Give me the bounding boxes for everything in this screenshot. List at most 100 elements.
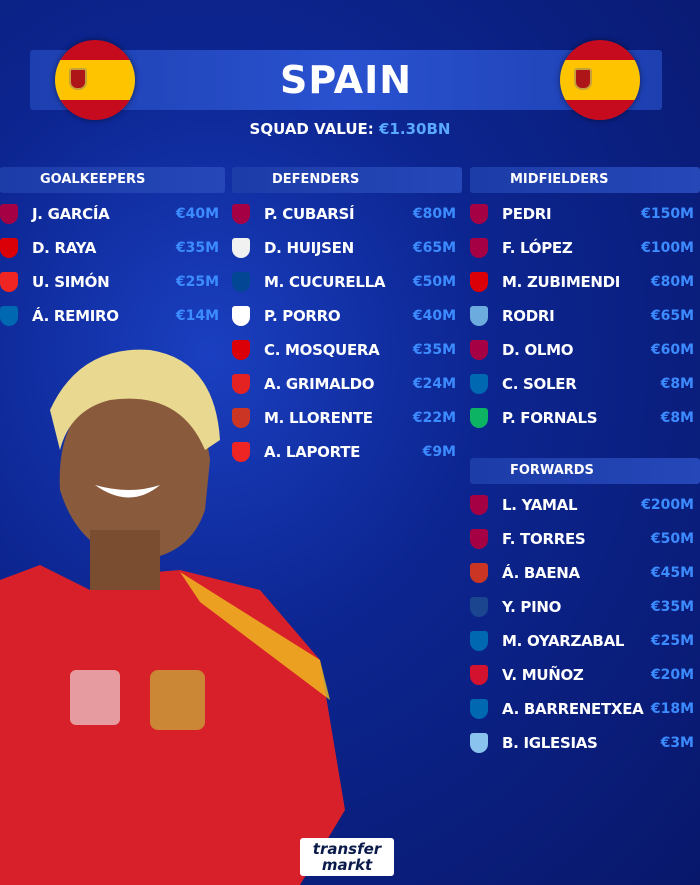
arsenal-crest-icon: [470, 272, 488, 292]
player-value: €60M: [650, 342, 694, 358]
celta-crest-icon: [470, 733, 488, 753]
player-name: L. YAMAL: [502, 496, 578, 514]
player-name: P. FORNALS: [502, 409, 598, 427]
player-row: P. FORNALS €8M: [470, 401, 700, 435]
player-name: U. SIMÓN: [32, 273, 110, 291]
player-name: C. SOLER: [502, 375, 577, 393]
player-value: €50M: [650, 531, 694, 547]
player-value: €40M: [175, 206, 219, 222]
arsenal-crest-icon: [0, 238, 18, 258]
player-name: A. GRIMALDO: [264, 375, 375, 393]
player-name: M. LLORENTE: [264, 409, 373, 427]
player-name: A. BARRENETXEA: [502, 700, 644, 718]
realsociedad-crest-icon: [470, 631, 488, 651]
player-name: F. TORRES: [502, 530, 586, 548]
player-row: RODRI €65M: [470, 299, 700, 333]
player-name: B. IGLESIAS: [502, 734, 598, 752]
player-value: €18M: [650, 701, 694, 717]
barcelona-crest-icon: [470, 238, 488, 258]
player-row: D. OLMO €60M: [470, 333, 700, 367]
player-value: €8M: [660, 376, 694, 392]
player-row: F. TORRES €50M: [470, 522, 700, 556]
player-value: €65M: [412, 240, 456, 256]
athletic-crest-icon: [0, 272, 18, 292]
realsociedad-crest-icon: [470, 374, 488, 394]
player-row: M. ZUBIMENDI €80M: [470, 265, 700, 299]
barcelona-crest-icon: [232, 204, 250, 224]
squad-value-label: SQUAD VALUE:: [249, 120, 374, 138]
palace-crest-icon: [470, 597, 488, 617]
player-row: J. GARCÍA €40M: [0, 197, 225, 231]
player-row: PEDRI €150M: [470, 197, 700, 231]
player-name: D. OLMO: [502, 341, 574, 359]
player-name: Á. REMIRO: [32, 307, 119, 325]
player-value: €100M: [641, 240, 694, 256]
player-value: €50M: [412, 274, 456, 290]
player-value: €200M: [641, 497, 694, 513]
player-row: A. BARRENETXEA €18M: [470, 692, 700, 726]
spain-flag-icon: [55, 40, 135, 120]
player-value: €8M: [660, 410, 694, 426]
arsenal-crest-icon: [232, 340, 250, 360]
atletico-crest-icon: [232, 408, 250, 428]
player-name: J. GARCÍA: [32, 205, 110, 223]
section-goalkeepers: GOALKEEPERS J. GARCÍA €40M D. RAYA €35M …: [0, 167, 225, 333]
player-value: €24M: [412, 376, 456, 392]
section-defenders: DEFENDERS P. CUBARSÍ €80M D. HUIJSEN €65…: [232, 167, 462, 469]
player-value: €14M: [175, 308, 219, 324]
player-name: M. CUCURELLA: [264, 273, 386, 291]
section-header: FORWARDS: [470, 458, 700, 484]
player-value: €35M: [175, 240, 219, 256]
player-value: €9M: [422, 444, 456, 460]
player-name: RODRI: [502, 307, 555, 325]
barcelona-crest-icon: [0, 204, 18, 224]
player-row: Y. PINO €35M: [470, 590, 700, 624]
player-name: Y. PINO: [502, 598, 562, 616]
section-forwards: FORWARDS L. YAMAL €200M F. TORRES €50M Á…: [470, 458, 700, 760]
player-photo: [0, 349, 345, 885]
player-value: €80M: [650, 274, 694, 290]
title-banner: SPAIN: [30, 50, 662, 110]
player-value: €80M: [412, 206, 456, 222]
barcelona-crest-icon: [470, 529, 488, 549]
player-name: F. LÓPEZ: [502, 239, 573, 257]
atletico-crest-icon: [470, 563, 488, 583]
player-row: Á. BAENA €45M: [470, 556, 700, 590]
realsociedad-crest-icon: [0, 306, 18, 326]
player-value: €25M: [650, 633, 694, 649]
player-value: €45M: [650, 565, 694, 581]
player-row: Á. REMIRO €14M: [0, 299, 225, 333]
player-name: P. PORRO: [264, 307, 341, 325]
realsociedad-crest-icon: [470, 699, 488, 719]
athletic-crest-icon: [232, 442, 250, 462]
player-name: D. HUIJSEN: [264, 239, 354, 257]
player-row: C. MOSQUERA €35M: [232, 333, 462, 367]
player-row: P. PORRO €40M: [232, 299, 462, 333]
player-name: PEDRI: [502, 205, 552, 223]
player-value: €3M: [660, 735, 694, 751]
transfermarkt-logo: transfer markt: [300, 838, 394, 876]
player-row: A. LAPORTE €9M: [232, 435, 462, 469]
player-name: M. ZUBIMENDI: [502, 273, 621, 291]
player-row: U. SIMÓN €25M: [0, 265, 225, 299]
player-name: M. OYARZABAL: [502, 632, 625, 650]
player-row: M. LLORENTE €22M: [232, 401, 462, 435]
section-header: GOALKEEPERS: [0, 167, 225, 193]
barcelona-crest-icon: [470, 495, 488, 515]
leverkusen-crest-icon: [232, 374, 250, 394]
player-value: €65M: [650, 308, 694, 324]
player-value: €35M: [412, 342, 456, 358]
barcelona-crest-icon: [470, 204, 488, 224]
player-value: €150M: [641, 206, 694, 222]
player-row: M. CUCURELLA €50M: [232, 265, 462, 299]
osasuna-crest-icon: [470, 665, 488, 685]
player-value: €40M: [412, 308, 456, 324]
tottenham-crest-icon: [232, 306, 250, 326]
player-value: €35M: [650, 599, 694, 615]
player-row: L. YAMAL €200M: [470, 488, 700, 522]
player-value: €20M: [650, 667, 694, 683]
player-row: M. OYARZABAL €25M: [470, 624, 700, 658]
page-title: SPAIN: [279, 58, 413, 102]
player-value: €22M: [412, 410, 456, 426]
realmadrid-crest-icon: [232, 238, 250, 258]
